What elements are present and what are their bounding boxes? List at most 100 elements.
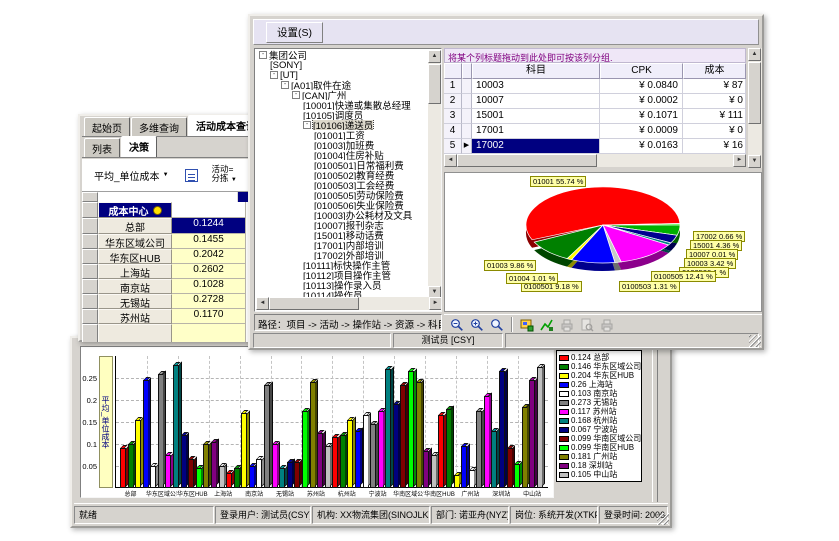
tree-item[interactable]: [10007]报刊杂志 bbox=[256, 220, 427, 230]
tree-item[interactable]: [10114]操作员 bbox=[256, 290, 427, 298]
scroll-down-icon[interactable]: ▼ bbox=[748, 155, 761, 168]
tree-item[interactable]: - 集团公司 bbox=[256, 50, 427, 60]
row-gutter bbox=[82, 202, 98, 218]
scroll-up-icon[interactable]: ▲ bbox=[428, 50, 441, 63]
scroll-right-icon[interactable]: ► bbox=[733, 154, 746, 167]
dimension-tree-panel: - 集团公司 [SONY] - [UT] - [A01]取件在途 - [CAN]广州 [10001… bbox=[254, 48, 442, 312]
cost-center-header[interactable]: 成本中心 bbox=[98, 202, 172, 218]
tree-item[interactable]: [01003]加班费 bbox=[256, 140, 427, 150]
table-row[interactable]: 5 ▶ 17002 ¥ 0.0163 ¥ 16 bbox=[444, 139, 746, 154]
tab-起始页[interactable]: 起始页 bbox=[84, 117, 130, 136]
tree-item[interactable]: [0100503]工会经费 bbox=[256, 180, 427, 190]
edit-chart-icon[interactable] bbox=[538, 316, 556, 333]
scroll-left-icon[interactable]: ◄ bbox=[256, 297, 269, 310]
save-image-icon[interactable] bbox=[518, 316, 536, 333]
bar bbox=[468, 467, 478, 488]
tree-item[interactable]: [SONY] bbox=[256, 60, 427, 70]
tree-item[interactable]: - [A01]取件在途 bbox=[256, 80, 427, 90]
cost-cell: ¥ 111 bbox=[683, 109, 746, 124]
table-row[interactable]: 上海站 0.2602 bbox=[82, 264, 328, 279]
zoom-in-icon[interactable] bbox=[468, 316, 486, 333]
menu-settings[interactable]: 设置(S) bbox=[266, 21, 323, 43]
legend-item: 0.146 华东区域公司 bbox=[559, 362, 641, 371]
zoom-mode-icon[interactable] bbox=[488, 316, 506, 333]
cost-value-cell: 0.1455 bbox=[172, 234, 246, 249]
print-icon[interactable] bbox=[558, 316, 576, 333]
gridline bbox=[116, 400, 548, 401]
tree-horizontal-scrollbar[interactable]: ◄ ► bbox=[256, 297, 441, 310]
measure-dropdown[interactable]: 平均_单位成本 ▼ bbox=[94, 168, 169, 183]
tree-item-label: [0100502]教育经费 bbox=[314, 171, 395, 180]
column-header-科目[interactable]: 科目 bbox=[472, 63, 600, 79]
resize-grip[interactable] bbox=[749, 335, 761, 347]
tree-item[interactable]: [10111]标快操作主管 bbox=[256, 260, 427, 270]
tree-expander-icon[interactable]: - bbox=[281, 81, 289, 89]
pie-slice-0100505 bbox=[602, 224, 670, 263]
subtab-决策[interactable]: 决策 bbox=[121, 136, 157, 157]
print-setup-icon[interactable] bbox=[598, 316, 616, 333]
column-header-CPK[interactable]: CPK bbox=[600, 63, 683, 79]
tree-item[interactable]: [10105]调度员 bbox=[256, 110, 427, 120]
bar bbox=[438, 412, 447, 488]
resize-grip[interactable] bbox=[657, 513, 669, 525]
table-row[interactable]: 华东区HUB 0.2042 bbox=[82, 249, 328, 264]
tree-expander-icon[interactable]: - bbox=[270, 71, 278, 79]
table-row[interactable]: 华东区域公司 0.1455 bbox=[82, 234, 328, 249]
tree-item[interactable]: [0100501]日常福利费 bbox=[256, 160, 427, 170]
activity-filter-dropdown[interactable]: 活动= 分拣 ▼ bbox=[212, 165, 237, 185]
table-row[interactable]: 1 10003 ¥ 0.0840 ¥ 87 bbox=[444, 79, 746, 94]
tree-expander-icon[interactable]: - bbox=[292, 91, 300, 99]
tree-item[interactable]: [15001]移动话费 bbox=[256, 230, 427, 240]
tree-item[interactable]: [10112]项目操作主管 bbox=[256, 270, 427, 280]
table-row[interactable]: 4 17001 ¥ 0.0009 ¥ 0 bbox=[444, 124, 746, 139]
scroll-right-icon[interactable]: ► bbox=[429, 297, 441, 310]
panel-splitter[interactable] bbox=[652, 344, 658, 502]
bar bbox=[408, 368, 417, 488]
tree-expander-icon[interactable]: - bbox=[259, 51, 267, 59]
tree-item[interactable]: [0100502]教育经费 bbox=[256, 170, 427, 180]
tree-vertical-scrollbar[interactable]: ▲ ▼ bbox=[428, 50, 441, 299]
bar bbox=[385, 366, 394, 488]
scroll-up-icon[interactable]: ▲ bbox=[748, 48, 761, 61]
legend-item: 0.067 宁波站 bbox=[559, 425, 639, 434]
chevron-down-icon: ▼ bbox=[230, 177, 237, 183]
zoom-out-icon[interactable] bbox=[448, 316, 466, 333]
tree-item[interactable]: [10003]办公耗材及文具 bbox=[256, 210, 427, 220]
scroll-left-icon[interactable]: ◄ bbox=[444, 154, 457, 167]
table-row[interactable]: 3 15001 ¥ 0.1071 ¥ 111 bbox=[444, 109, 746, 124]
bar bbox=[188, 456, 197, 488]
table-row[interactable]: 无锡站 0.2728 bbox=[82, 294, 328, 309]
tree-item[interactable]: [01004]住房补贴 bbox=[256, 150, 427, 160]
scrollbar-thumb[interactable] bbox=[428, 64, 441, 104]
tree-expander-icon[interactable]: - bbox=[303, 121, 311, 129]
table-vertical-scrollbar[interactable]: ▲ ▼ bbox=[748, 48, 762, 168]
tree-item[interactable]: - [10106]递送员 bbox=[256, 120, 427, 130]
tree-item[interactable]: [17001]内部培训 bbox=[256, 240, 427, 250]
cost-value-cell: 0.2602 bbox=[172, 264, 246, 279]
tree-item-label: [17001]内部培训 bbox=[314, 241, 384, 250]
list-icon[interactable] bbox=[184, 168, 198, 182]
table-row[interactable]: 南京站 0.1028 bbox=[82, 279, 328, 294]
tab-多维查询[interactable]: 多维查询 bbox=[131, 117, 187, 136]
tree-item[interactable]: [10113]操作录入员 bbox=[256, 280, 427, 290]
tree-item[interactable]: [0100505]劳动保险费 bbox=[256, 190, 427, 200]
subtab-列表[interactable]: 列表 bbox=[84, 138, 120, 157]
table-row[interactable]: 苏州站 0.1170 bbox=[82, 309, 328, 324]
scrollbar-thumb[interactable] bbox=[269, 297, 359, 310]
tree-item[interactable]: - [CAN]广州 bbox=[256, 90, 427, 100]
bar-chart-plot bbox=[115, 356, 548, 488]
y-tick-label: 0.1 bbox=[86, 440, 97, 449]
table-horizontal-scrollbar[interactable]: ◄ ► bbox=[444, 154, 746, 167]
y-tick-label: 0.05 bbox=[82, 462, 97, 471]
tree-item[interactable]: [17002]外部培训 bbox=[256, 250, 427, 260]
table-row[interactable]: 2 10007 ¥ 0.0002 ¥ 0 bbox=[444, 94, 746, 109]
scrollbar-thumb[interactable] bbox=[457, 154, 597, 167]
scrollbar-thumb[interactable] bbox=[748, 62, 761, 124]
tree-item[interactable]: - [UT] bbox=[256, 70, 427, 80]
print-preview-icon[interactable] bbox=[578, 316, 596, 333]
table-row[interactable]: 总部 0.1244 bbox=[82, 218, 328, 234]
tree-item[interactable]: [01001]工资 bbox=[256, 130, 427, 140]
column-header-成本[interactable]: 成本 bbox=[683, 63, 746, 79]
tree-item[interactable]: [10001]快递或集散总经理 bbox=[256, 100, 427, 110]
tree-item[interactable]: [0100506]失业保险费 bbox=[256, 200, 427, 210]
